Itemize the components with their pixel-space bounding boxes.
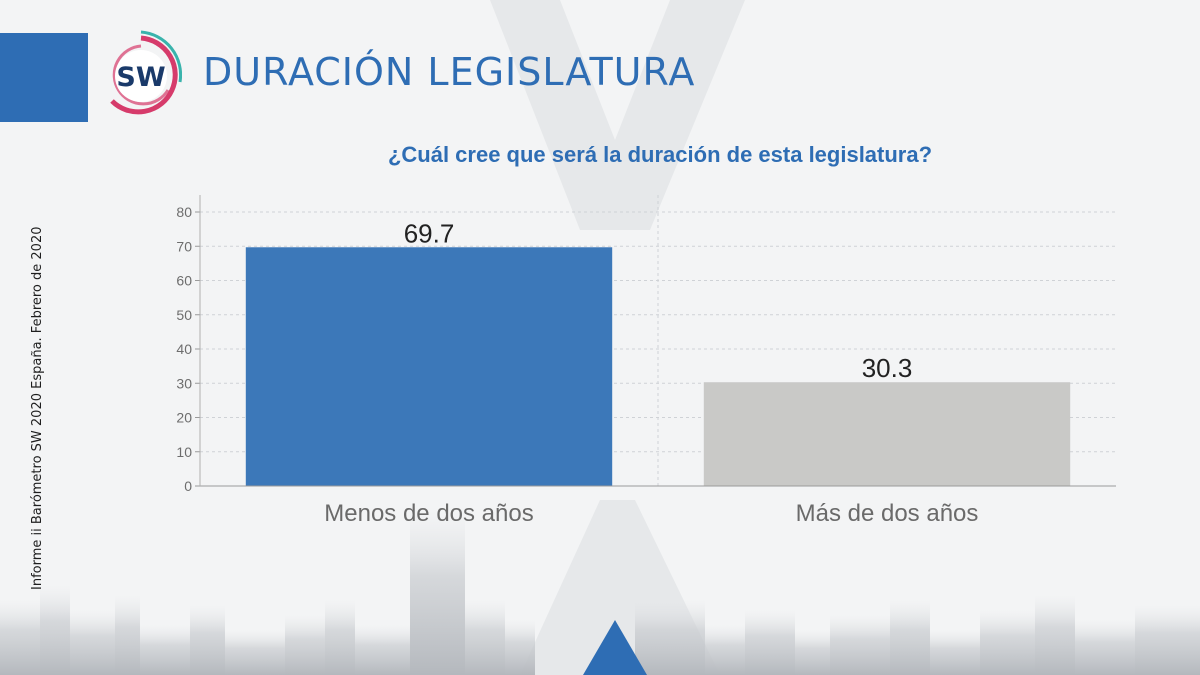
- y-tick-label: 60: [176, 273, 192, 289]
- x-axis-labels: Menos de dos años Más de dos años: [324, 500, 978, 527]
- chart-bars: 69.7 30.3: [245, 218, 1071, 486]
- accent-square: [0, 33, 88, 122]
- bar-value-label: 30.3: [862, 353, 913, 383]
- y-tick-label: 30: [176, 375, 192, 391]
- logo-text: SW: [116, 62, 165, 93]
- x-tick-label: Menos de dos años: [324, 500, 533, 527]
- y-tick-label: 20: [176, 410, 192, 426]
- sw-logo: SW: [110, 30, 182, 115]
- x-tick-label: Más de dos años: [796, 500, 979, 527]
- bar: [703, 382, 1071, 486]
- chart-title: ¿Cuál cree que será la duración de esta …: [387, 142, 933, 167]
- bar: [245, 247, 613, 486]
- y-tick-label: 40: [176, 341, 192, 357]
- y-tick-label: 50: [176, 307, 192, 323]
- y-tick-label: 10: [176, 444, 192, 460]
- bar-value-label: 69.7: [404, 218, 455, 248]
- y-tick-label: 70: [176, 238, 192, 254]
- y-tick-label: 0: [184, 478, 192, 494]
- y-tick-label: 80: [176, 204, 192, 220]
- y-axis-ticks: 0 10 20 30 40 50 60 70 80: [176, 204, 200, 494]
- page-title: DURACIÓN LEGISLATURA: [203, 50, 696, 94]
